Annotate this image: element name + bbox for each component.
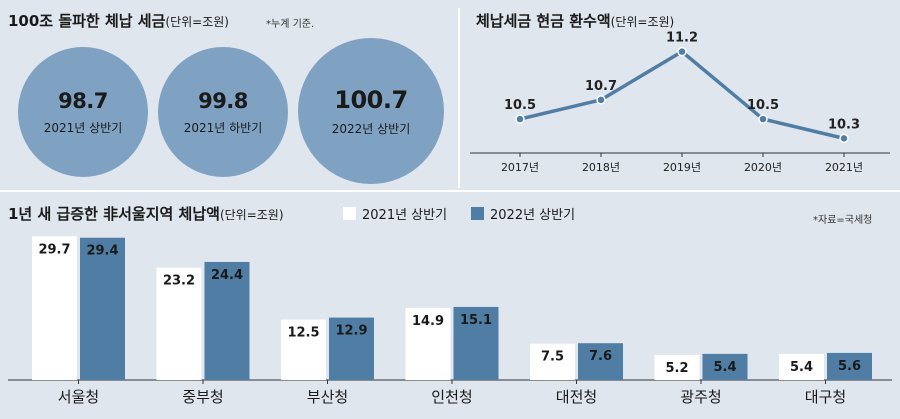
series-line bbox=[519, 49, 845, 141]
regional-title: 1년 새 급증한 非서울지역 체납액(단위=조원) bbox=[8, 203, 284, 224]
bar-value-label: 5.6 bbox=[838, 359, 861, 374]
data-point bbox=[596, 95, 606, 105]
total-label: 2021년 상반기 bbox=[43, 120, 123, 135]
total-label: 2022년 상반기 bbox=[331, 121, 411, 136]
x-tick-label: 2018년 bbox=[582, 161, 620, 174]
bar-2021 bbox=[32, 236, 77, 380]
bar-value-label: 7.5 bbox=[541, 350, 564, 365]
refund-unit: (단위=조원) bbox=[610, 15, 675, 29]
category-label: 인천청 bbox=[431, 388, 472, 406]
data-label: 11.2 bbox=[666, 31, 698, 46]
data-label: 10.3 bbox=[828, 117, 860, 132]
category-label: 대전청 bbox=[556, 388, 597, 406]
bar-2022 bbox=[204, 261, 250, 380]
bar-value-label: 5.4 bbox=[713, 360, 736, 375]
totals-note: *누계 기준. bbox=[266, 19, 315, 30]
legend-2021: 2021년 상반기 bbox=[343, 204, 447, 223]
refund-line-chart: 2017년 2018년 2019년 2020년 2021년 10.5 10.7 11.2 10.… bbox=[470, 31, 890, 174]
bar-value-label: 12.5 bbox=[287, 326, 319, 341]
total-circle-2022-h1: 100.7 2022년 상반기 bbox=[298, 38, 444, 184]
data-label: 10.5 bbox=[504, 98, 536, 113]
bar-2022 bbox=[578, 343, 623, 380]
legend-label-2022: 2022년 상반기 bbox=[490, 208, 576, 223]
vertical-divider bbox=[458, 8, 460, 188]
total-circle-2021-h2: 99.8 2021년 하반기 bbox=[158, 47, 288, 177]
source-note: *자료=국세청 bbox=[813, 215, 873, 226]
category-label: 부산청 bbox=[307, 388, 348, 406]
bar-2021 bbox=[779, 353, 824, 380]
legend-swatch-2021 bbox=[343, 207, 356, 220]
bar-2022 bbox=[80, 237, 125, 380]
category-label: 중부청 bbox=[182, 388, 223, 406]
legend-2022: 2022년 상반기 bbox=[471, 204, 575, 223]
totals-unit: (단위=조원) bbox=[165, 15, 229, 29]
legend-label-2021: 2021년 상반기 bbox=[362, 208, 448, 223]
bar-2022 bbox=[702, 353, 748, 380]
total-value: 99.8 bbox=[198, 88, 248, 113]
bar-value-label: 14.9 bbox=[412, 314, 444, 329]
total-circle-2021-h1: 98.7 2021년 상반기 bbox=[18, 47, 148, 177]
bar-value-label: 23.2 bbox=[163, 274, 195, 289]
regional-unit: (단위=조원) bbox=[219, 208, 284, 222]
bar-value-label: 29.7 bbox=[38, 242, 70, 257]
bar-value-label: 5.2 bbox=[665, 361, 688, 376]
category-label: 서울청 bbox=[58, 388, 99, 406]
data-point bbox=[758, 114, 768, 124]
bar-2022 bbox=[453, 306, 499, 380]
totals-title-text: 100조 돌파한 체납 세금 bbox=[8, 12, 166, 30]
totals-title: 100조 돌파한 체납 세금(단위=조원) bbox=[8, 10, 229, 31]
bar-2021 bbox=[281, 319, 326, 380]
total-label: 2021년 하반기 bbox=[183, 120, 263, 135]
horizontal-divider bbox=[0, 190, 900, 192]
category-label: 광주청 bbox=[680, 388, 721, 406]
regional-title-text: 1년 새 급증한 非서울지역 체납액 bbox=[8, 205, 220, 223]
legend-swatch-2022 bbox=[471, 207, 484, 220]
bar-value-label: 7.6 bbox=[589, 349, 612, 364]
regional-bar-chart: 29.7 29.4 서울청 23.2 24.4 중부청 12.5 12.9 부산청 14.9 15.… bbox=[8, 236, 892, 406]
bar-2021 bbox=[654, 354, 700, 380]
total-value: 98.7 bbox=[58, 88, 108, 113]
bar-value-label: 15.1 bbox=[460, 313, 492, 328]
bar-2022 bbox=[329, 317, 374, 380]
data-point bbox=[839, 133, 849, 144]
x-tick-label: 2019년 bbox=[663, 161, 701, 174]
data-label: 10.5 bbox=[747, 98, 779, 113]
data-point bbox=[677, 46, 687, 57]
bar-value-label: 12.9 bbox=[335, 324, 367, 339]
refund-title-text: 체납세금 현금 환수액 bbox=[476, 12, 611, 30]
bar-2021 bbox=[530, 343, 575, 380]
refund-title: 체납세금 현금 환수액(단위=조원) bbox=[476, 10, 674, 31]
bar-value-label: 24.4 bbox=[211, 268, 243, 283]
x-tick-label: 2017년 bbox=[501, 161, 539, 174]
total-value: 100.7 bbox=[334, 85, 408, 114]
bar-value-label: 5.4 bbox=[790, 360, 813, 375]
data-point bbox=[515, 114, 525, 124]
bar-value-label: 29.4 bbox=[86, 244, 118, 259]
bar-2022 bbox=[827, 352, 872, 380]
category-label: 대구청 bbox=[805, 388, 846, 406]
bar-2021 bbox=[405, 307, 451, 380]
x-tick-label: 2020년 bbox=[744, 161, 782, 174]
bar-2021 bbox=[156, 267, 202, 380]
data-label: 10.7 bbox=[585, 79, 617, 94]
x-tick-label: 2021년 bbox=[825, 161, 863, 174]
